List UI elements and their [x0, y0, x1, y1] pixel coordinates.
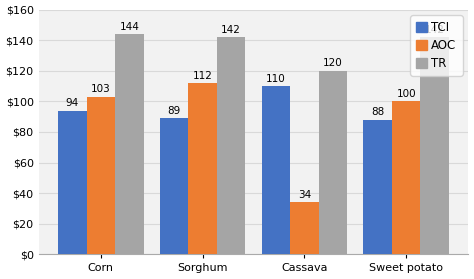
Text: 89: 89 — [167, 106, 181, 116]
Text: 142: 142 — [425, 25, 445, 35]
Text: 34: 34 — [298, 190, 311, 200]
Bar — [188, 83, 217, 254]
Text: 144: 144 — [119, 22, 139, 32]
Legend: TCI, AOC, TR: TCI, AOC, TR — [410, 15, 463, 76]
Bar — [160, 118, 188, 254]
Bar — [290, 202, 319, 254]
Text: 100: 100 — [396, 89, 416, 99]
Bar — [262, 86, 290, 254]
Text: 142: 142 — [221, 25, 241, 35]
Text: 94: 94 — [66, 98, 79, 108]
Text: 110: 110 — [266, 74, 286, 84]
Bar — [364, 120, 392, 254]
Bar — [58, 110, 87, 254]
Bar — [217, 37, 246, 254]
Bar — [420, 37, 449, 254]
Text: 120: 120 — [323, 59, 343, 68]
Text: 103: 103 — [91, 85, 111, 95]
Bar — [319, 71, 347, 254]
Bar — [392, 101, 420, 254]
Text: 112: 112 — [192, 71, 212, 81]
Bar — [115, 34, 144, 254]
Bar — [87, 97, 115, 254]
Text: 88: 88 — [371, 107, 384, 117]
